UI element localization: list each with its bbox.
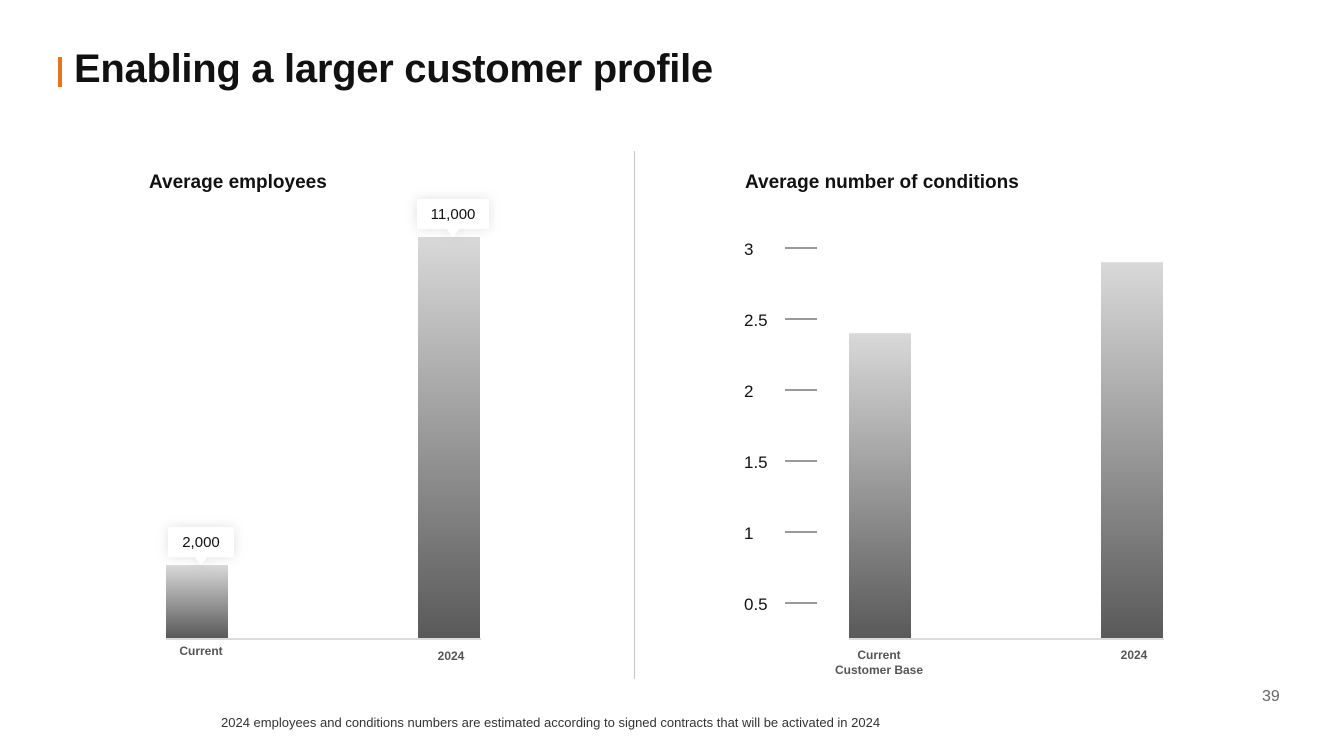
conditions-ytick-label-5: 3 xyxy=(744,240,753,259)
chart-title-employees: Average employees xyxy=(149,172,327,193)
conditions-ytick-label-3: 2 xyxy=(744,382,753,401)
employees-bar-0 xyxy=(166,565,228,638)
conditions-category-label-0-0: Current xyxy=(857,648,900,662)
employees-callout-1 xyxy=(417,199,489,237)
employees-category-label-0: Current xyxy=(179,644,222,658)
slide-title: Enabling a larger customer profile xyxy=(74,47,713,91)
page-number: 39 xyxy=(1262,688,1280,705)
conditions-ytick-label-4: 2.5 xyxy=(744,311,768,330)
employees-callout-box-1 xyxy=(417,199,489,237)
employees-callout-box-0 xyxy=(168,527,234,566)
employees-callout-0 xyxy=(168,527,234,566)
employees-data-label-0: 2,000 xyxy=(182,534,220,551)
footnote: 2024 employees and conditions numbers ar… xyxy=(221,715,881,730)
conditions-bar-0 xyxy=(849,333,911,638)
conditions-bar-1 xyxy=(1101,262,1163,638)
employees-category-label-1: 2024 xyxy=(438,649,465,663)
conditions-category-label-1-0: 2024 xyxy=(1121,648,1148,662)
employees-data-label-1: 11,000 xyxy=(431,206,476,223)
conditions-category-label-0-1: Customer Base xyxy=(835,663,923,677)
conditions-ytick-label-2: 1.5 xyxy=(744,453,768,472)
conditions-ytick-label-0: 0.5 xyxy=(744,595,768,614)
chart-divider xyxy=(634,151,635,679)
title-accent-bar xyxy=(58,57,62,87)
employees-bar-1 xyxy=(418,237,480,638)
chart-title-conditions: Average number of conditions xyxy=(745,172,1019,193)
conditions-ytick-label-1: 1 xyxy=(744,524,753,543)
